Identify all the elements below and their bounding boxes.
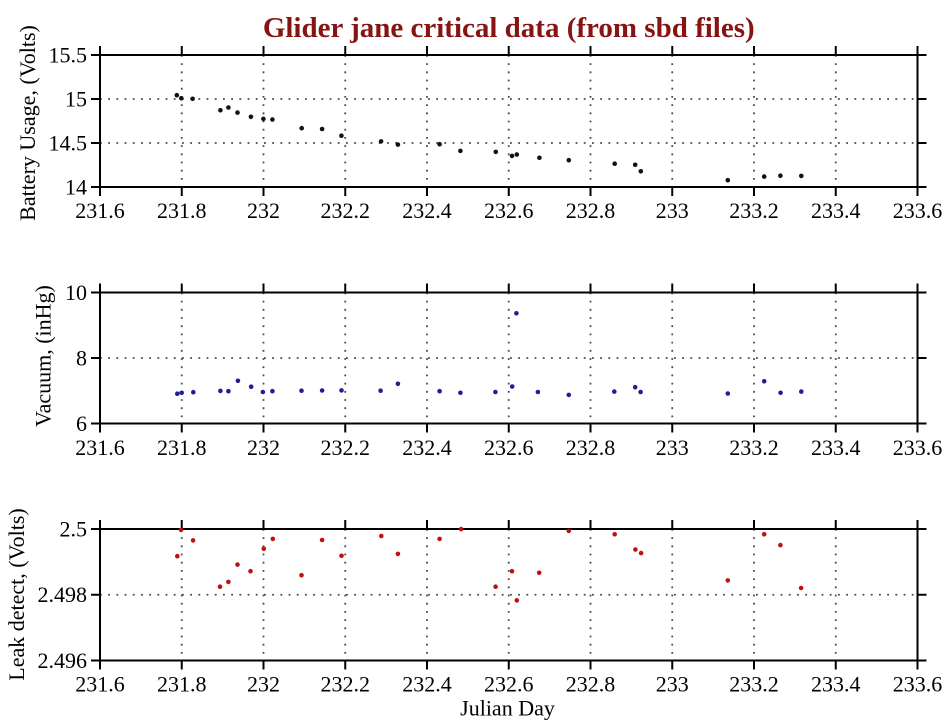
svg-text:14.5: 14.5 [49,130,88,155]
svg-text:232.8: 232.8 [566,435,616,460]
svg-text:2.498: 2.498 [38,582,88,607]
svg-text:233.4: 233.4 [811,435,861,460]
svg-text:232.2: 232.2 [321,672,371,697]
svg-text:231.8: 231.8 [157,198,207,223]
svg-text:Leak detect, (Volts): Leak detect, (Volts) [4,508,29,680]
svg-text:232.2: 232.2 [321,435,371,460]
svg-text:232: 232 [247,435,280,460]
svg-text:231.8: 231.8 [157,672,207,697]
svg-text:232.8: 232.8 [566,672,616,697]
svg-text:232: 232 [247,198,280,223]
svg-text:8: 8 [76,346,87,371]
svg-text:233: 233 [656,198,689,223]
svg-text:10: 10 [65,280,87,305]
svg-text:232: 232 [247,672,280,697]
svg-text:232.6: 232.6 [484,435,534,460]
svg-text:233.2: 233.2 [729,198,779,223]
svg-text:231.6: 231.6 [75,435,125,460]
svg-text:233: 233 [656,672,689,697]
svg-text:233.4: 233.4 [811,198,861,223]
svg-text:14: 14 [65,174,87,199]
svg-text:Battery Usage, (Volts): Battery Usage, (Volts) [15,25,40,221]
svg-text:233.2: 233.2 [729,672,779,697]
svg-text:232.4: 232.4 [402,435,452,460]
svg-text:231.6: 231.6 [75,198,125,223]
svg-text:231.6: 231.6 [75,672,125,697]
svg-text:232.6: 232.6 [484,198,534,223]
svg-text:15: 15 [65,86,87,111]
svg-text:231.8: 231.8 [157,435,207,460]
svg-text:6: 6 [76,411,87,436]
svg-text:2.496: 2.496 [38,648,88,673]
svg-text:233.6: 233.6 [893,198,943,223]
svg-text:233: 233 [656,435,689,460]
svg-text:233.6: 233.6 [893,435,943,460]
svg-text:232.4: 232.4 [402,672,452,697]
svg-text:15.5: 15.5 [49,42,88,67]
svg-text:Julian Day: Julian Day [460,696,555,721]
svg-text:232.8: 232.8 [566,198,616,223]
svg-text:232.2: 232.2 [321,198,371,223]
svg-text:Glider jane critical data (fro: Glider jane critical data (from sbd file… [263,12,755,44]
svg-text:232.4: 232.4 [402,198,452,223]
svg-text:233.6: 233.6 [893,672,943,697]
svg-text:233.2: 233.2 [729,435,779,460]
svg-text:Vacuum, (inHg): Vacuum, (inHg) [31,285,56,427]
svg-text:232.6: 232.6 [484,672,534,697]
svg-text:233.4: 233.4 [811,672,861,697]
svg-text:2.5: 2.5 [60,516,88,541]
